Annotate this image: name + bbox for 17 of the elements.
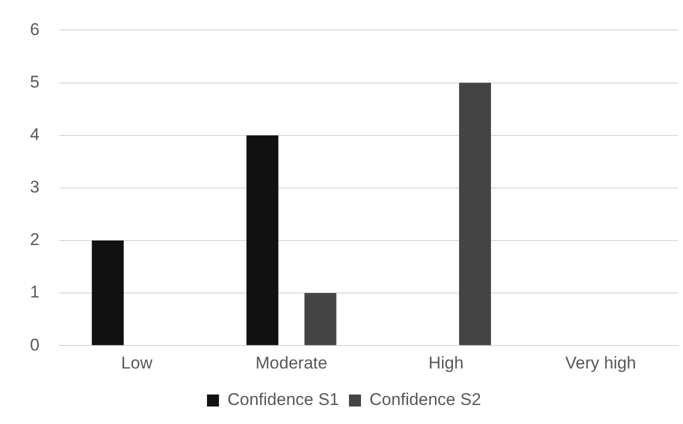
bar — [92, 240, 124, 346]
y-tick-label: 3 — [30, 178, 40, 197]
x-tick-label: High — [428, 353, 464, 372]
y-tick-label: 5 — [30, 72, 40, 92]
y-tick-label: 6 — [30, 20, 40, 39]
bar — [459, 82, 491, 346]
bar — [246, 135, 278, 346]
x-tick-label: Very high — [565, 353, 636, 372]
y-tick-label: 4 — [30, 125, 40, 144]
legend-label: Confidence S1 — [227, 390, 340, 410]
y-tick-label: 0 — [30, 335, 40, 354]
x-tick-label: Moderate — [255, 353, 328, 372]
legend-label: Confidence S2 — [370, 390, 482, 410]
bar — [304, 293, 336, 346]
y-tick-label: 2 — [30, 230, 40, 250]
x-tick-label: Low — [121, 353, 154, 372]
y-tick-label: 1 — [30, 282, 40, 302]
